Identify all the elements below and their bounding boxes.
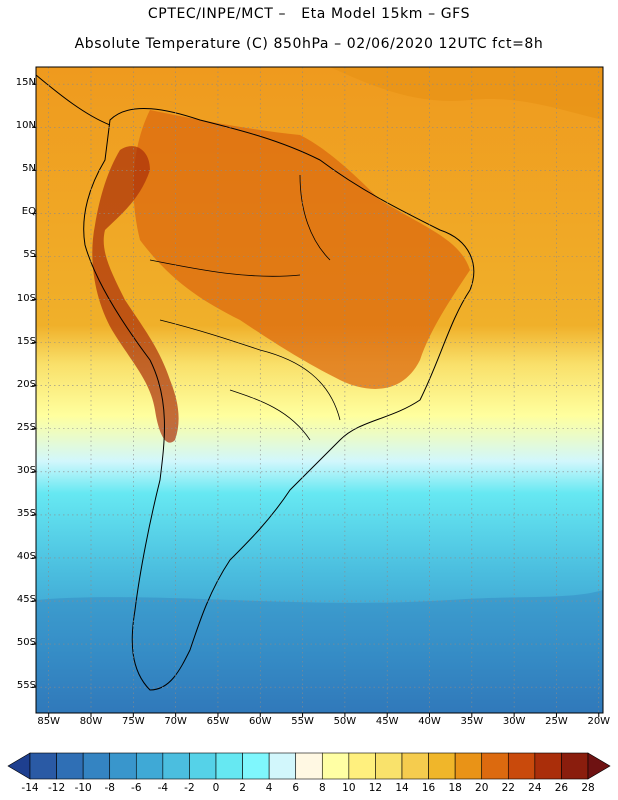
colorbar-arrow-high [587,752,611,780]
colorbar-tick-label: 18 [448,782,462,794]
andes-warm-ridge [92,146,179,443]
lon-label: 30W [502,716,526,727]
lon-label: 20W [587,716,611,727]
lon-label: 65W [206,716,230,727]
lat-label: 10N [15,120,36,132]
lon-label: 75W [122,716,145,727]
colorbar-tick-label: 16 [421,782,436,794]
central-america-outline [35,74,111,126]
colorbar-arrow-low [7,752,31,780]
lat-label: 45S [16,594,36,606]
lon-label: 55W [291,716,314,727]
colorbar-swatch [321,752,350,780]
warm-region-amazon [133,110,470,389]
lon-label: 60W [248,716,272,727]
country-borders [149,174,341,441]
colorbar-swatch [82,752,111,780]
lon-label: 50W [333,716,357,727]
lat-label: 20S [16,378,36,390]
colorbar-tick-label: 10 [342,782,356,794]
colorbar-swatch [135,752,164,780]
lat-label: 50S [16,637,36,649]
colorbar-swatch [295,752,323,780]
colorbar-swatch [481,752,509,780]
colorbar-swatch [56,752,84,780]
lat-label: 15S [16,335,36,347]
colorbar-swatch [162,752,190,780]
lon-label: 40W [418,716,441,727]
colorbar-swatch [268,752,297,780]
warm-band-northeast [330,67,603,120]
colorbar-swatch [29,752,57,780]
lon-label: 45W [375,716,399,727]
lon-label: 85W [37,716,60,727]
colorbar-tick-label: 0 [212,782,220,794]
lat-label: EQ [21,206,36,218]
colorbar-swatch [454,752,483,780]
lon-label: 80W [79,716,103,727]
graticule [32,67,603,717]
colorbar-tick-label: -14 [21,782,39,794]
colorbar-tick-label: 12 [368,782,383,794]
lat-label: 35S [16,507,36,519]
lon-label: 25W [545,716,568,727]
colorbar-tick-label: 20 [475,782,489,794]
colorbar-tick-label: -6 [131,782,142,794]
lat-label: 10S [16,292,36,304]
colorbar-tick-label: -12 [47,782,66,794]
colorbar-swatch [109,752,137,780]
lon-label: 35W [460,716,484,727]
colorbar-swatch [428,752,456,780]
colorbar-tick-label: 14 [395,782,409,794]
colorbar-tick-label: 8 [318,782,326,794]
colorbar-tick-label: 26 [554,782,569,794]
lat-label: 5N [22,163,36,175]
continent-outline [83,108,475,691]
lat-label: 5S [23,249,36,261]
colorbar-swatch [561,752,589,780]
colorbar-swatch [401,752,429,780]
lon-label: 70W [164,716,187,727]
colorbar-tick-label: -2 [184,782,195,794]
colorbar-tick-label: 22 [501,782,515,794]
colorbar-tick-label: 6 [292,782,300,794]
title-line-2: Absolute Temperature (C) 850hPa – 02/06/… [74,36,544,52]
colorbar-swatch [242,752,270,780]
lat-label: 30S [16,464,36,476]
colorbar-tick-label: 28 [581,782,595,794]
colorbar [7,752,611,780]
map-frame [35,66,604,714]
colorbar-tick-label: -4 [157,782,169,794]
lat-label: 40S [16,550,36,562]
lat-label: 55S [16,680,36,692]
colorbar-tick-label: 24 [528,782,542,794]
colorbar-swatch [348,752,376,780]
colorbar-swatch [215,752,243,780]
colorbar-tick-label: 4 [265,782,273,794]
colorbar-swatch [375,752,403,780]
colorbar-swatch [189,752,217,780]
lat-label: 25S [16,421,36,433]
colorbar-tick-label: -8 [104,782,115,794]
title-line-1: CPTEC/INPE/MCT – Eta Model 15km – GFS [147,6,471,22]
cold-region-south [36,590,603,713]
lat-label: 15N [15,77,36,89]
colorbar-swatch [507,752,536,780]
colorbar-tick-label: -10 [74,782,92,794]
colorbar-tick-label: 2 [239,782,246,794]
colorbar-swatch [534,752,562,780]
